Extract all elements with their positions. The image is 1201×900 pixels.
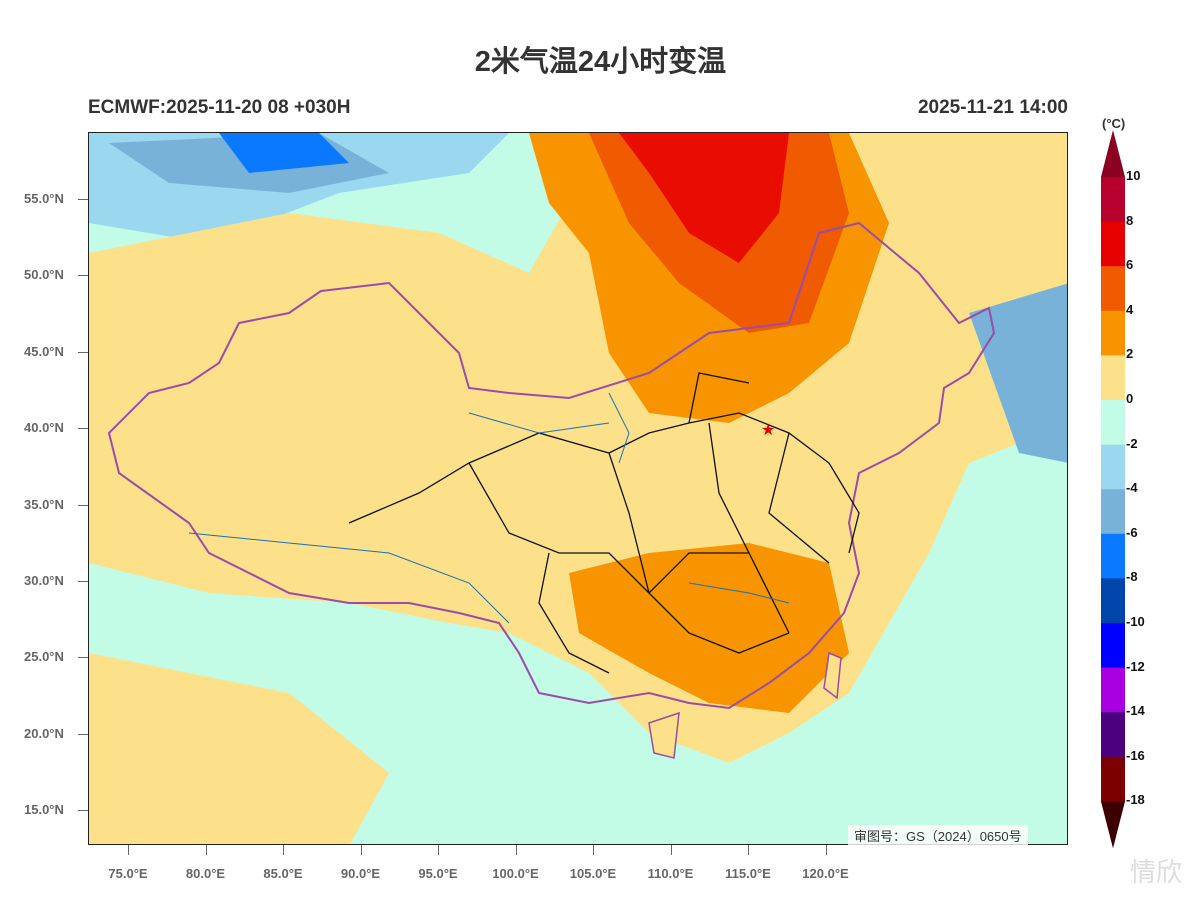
lon-tick-label: 75.0°E	[108, 866, 148, 881]
field-warm-south	[569, 543, 849, 713]
colorbar-label: 0	[1126, 391, 1134, 406]
lon-tick-label: 110.0°E	[647, 866, 694, 881]
colorbar-label: 8	[1126, 212, 1134, 228]
colorbar-label: 4	[1126, 301, 1134, 317]
lat-tick-label: 40.0°N	[24, 420, 64, 436]
lat-tick-label: 35.0°N	[24, 496, 64, 512]
lat-tick	[78, 810, 88, 812]
field-india-warm	[89, 653, 389, 844]
lon-tick	[670, 845, 672, 855]
lat-tick	[78, 504, 88, 506]
lat-tick	[78, 581, 88, 582]
taiwan-island	[823, 651, 842, 700]
lon-tick-label: 115.0°E	[725, 866, 771, 881]
lon-tick	[515, 845, 517, 855]
colorbar-label: -14	[1126, 703, 1145, 719]
lat-tick-label: 20.0°N	[24, 725, 64, 741]
colorbar-under-arrow	[1101, 801, 1125, 849]
lat-tick	[78, 199, 88, 200]
colorbar-segment	[1101, 177, 1125, 223]
valid-time-label: 2025-11-21 14:00	[917, 97, 1068, 118]
lat-tick	[78, 657, 88, 659]
national-boundary	[107, 221, 996, 710]
rivers	[188, 392, 790, 624]
colorbar-label: 2	[1126, 346, 1134, 362]
lat-tick	[78, 275, 88, 277]
colorbar-label: -16	[1126, 747, 1145, 763]
lon-tick-label: 95.0°E	[418, 866, 458, 881]
colorbar-segment	[1101, 355, 1125, 401]
lat-tick-label: 15.0°N	[24, 802, 64, 818]
lon-tick	[593, 845, 594, 855]
colorbar-label: -12	[1126, 658, 1145, 674]
colorbar-unit: (°C)	[1102, 116, 1126, 131]
colorbar-segment	[1101, 756, 1125, 802]
colorbar-label: 10	[1126, 168, 1141, 183]
lon-tick	[283, 845, 284, 855]
colorbar-segment	[1101, 712, 1125, 758]
colorbar-segment	[1101, 533, 1125, 579]
lon-tick	[825, 845, 827, 855]
colorbar-segment	[1101, 221, 1125, 267]
model-run-label: ECMWF:2025-11-20 08 +030H	[88, 97, 351, 118]
lon-tick-label: 120.0°E	[802, 866, 849, 881]
colorbar-segment	[1101, 623, 1125, 669]
lat-tick	[78, 351, 88, 353]
colorbar	[1101, 130, 1125, 849]
hainan-island	[648, 711, 680, 759]
lon-tick-label: 105.0°E	[569, 866, 617, 881]
colorbar-segment	[1101, 444, 1125, 490]
colorbar-label: -10	[1126, 614, 1145, 629]
colorbar-label: -6	[1126, 524, 1138, 540]
colorbar-label: -18	[1126, 792, 1145, 808]
lon-tick	[438, 845, 439, 855]
colorbar-segment	[1101, 400, 1125, 446]
colorbar-segment	[1101, 266, 1125, 312]
lon-tick	[748, 845, 749, 855]
lon-tick-label: 85.0°E	[263, 866, 303, 881]
colorbar-label: -2	[1126, 435, 1138, 451]
colorbar-over-arrow	[1101, 130, 1125, 177]
colorbar-segment	[1101, 578, 1125, 624]
colorbar-label: 6	[1126, 257, 1134, 273]
lat-tick-label: 55.0°N	[24, 191, 64, 206]
colorbar-segment	[1101, 489, 1125, 535]
temperature-change-map: ★	[88, 132, 1068, 845]
chart-title: 2米气温24小时变温	[474, 46, 727, 78]
lat-tick-label: 50.0°N	[24, 267, 64, 283]
colorbar-segment	[1101, 667, 1125, 713]
province-boundaries	[348, 372, 860, 674]
field-hot-core	[619, 133, 789, 263]
map-approval-number: 审图号：GS（2024）0650号	[848, 825, 1028, 846]
lat-tick-label: 25.0°N	[24, 649, 64, 665]
lat-tick	[78, 428, 88, 430]
lon-tick-label: 90.0°E	[340, 866, 381, 881]
lat-tick	[78, 733, 88, 735]
capital-star-icon: ★	[761, 422, 775, 439]
watermark: 情欣	[1130, 857, 1183, 887]
colorbar-label: -8	[1126, 569, 1138, 585]
lon-tick	[360, 845, 362, 855]
lon-tick	[128, 845, 129, 855]
colorbar-segment	[1101, 310, 1125, 356]
field-cold-core	[219, 133, 349, 173]
lon-tick	[205, 845, 207, 855]
colorbar-label: -4	[1126, 480, 1138, 496]
lon-tick-label: 100.0°E	[492, 866, 539, 881]
lon-tick-label: 80.0°E	[185, 866, 226, 881]
lat-tick-label: 45.0°N	[24, 343, 64, 359]
lat-tick-label: 30.0°N	[24, 573, 64, 588]
